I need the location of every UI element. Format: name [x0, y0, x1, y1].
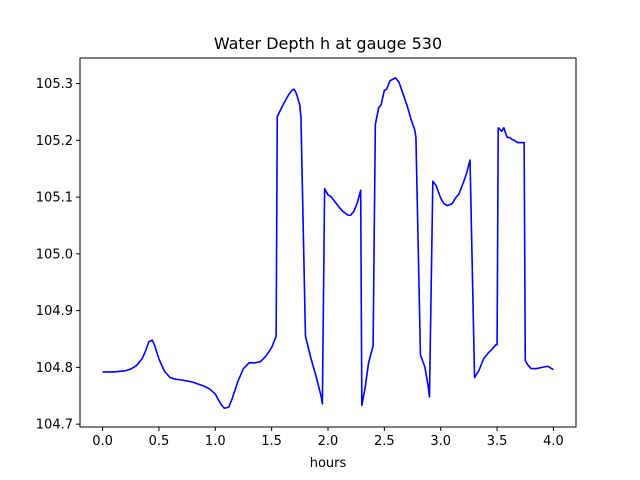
x-tick-label: 2.5: [374, 434, 395, 449]
y-tick-label: 104.9: [36, 304, 73, 319]
x-tick-label: 4.0: [543, 434, 564, 449]
series-line-0: [102, 77, 554, 410]
x-tick-label: 0.0: [92, 434, 113, 449]
x-tick-label: 0.5: [149, 434, 170, 449]
y-tick-label: 105.0: [36, 247, 73, 262]
x-axis: 0.0 0.5 1.0 1.5 2.0 2.5 3.0 3.5 4.0: [92, 427, 564, 449]
x-tick-label: 1.0: [205, 434, 226, 449]
y-tick-label: 104.7: [36, 418, 73, 433]
y-axis: 104.7 104.8 104.9 105.0 105.1 105.2 105.3: [36, 77, 80, 433]
x-tick-label: 3.5: [487, 434, 508, 449]
chart-title: Water Depth h at gauge 530: [214, 34, 442, 53]
y-tick-label: 105.3: [36, 77, 73, 92]
x-axis-label: hours: [310, 456, 347, 471]
y-tick-label: 105.1: [36, 191, 73, 206]
x-tick-label: 3.0: [430, 434, 451, 449]
x-tick-label: 2.0: [318, 434, 339, 449]
y-tick-label: 105.2: [36, 134, 73, 149]
y-tick-label: 104.8: [36, 361, 73, 376]
x-tick-label: 1.5: [261, 434, 282, 449]
plot-area: [102, 77, 554, 410]
